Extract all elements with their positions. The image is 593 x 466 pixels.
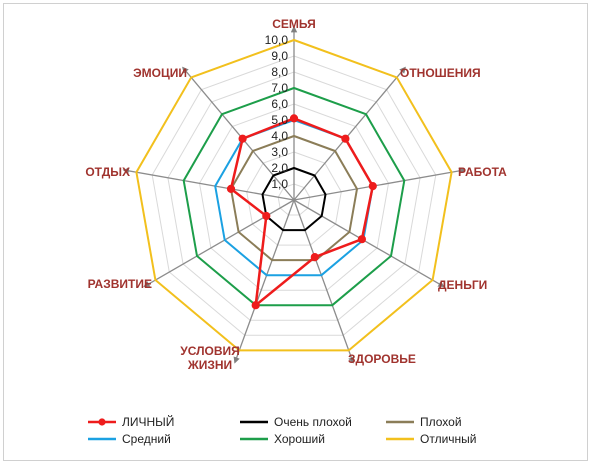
gridline-6	[198, 103, 390, 291]
tick-label-8: 8,0	[271, 65, 288, 79]
gridline-3	[246, 151, 342, 246]
tick-label-2: 2,0	[271, 161, 288, 175]
legend-label-2: Очень плохой	[274, 415, 352, 429]
legend-marker-1	[98, 418, 106, 426]
category-label-3: РАБОТА	[458, 165, 507, 179]
data-point-6	[251, 301, 260, 310]
data-point-2	[341, 134, 350, 143]
data-point-4	[357, 235, 366, 244]
series-line-2	[261, 166, 327, 232]
category-label-8: ОТДЫХ	[85, 165, 130, 179]
legend-label-1: ЛИЧНЫЙ	[122, 414, 174, 429]
data-point-8	[226, 184, 236, 193]
axis-spoke-9	[182, 66, 295, 201]
category-label-4: ДЕНЬГИ	[438, 278, 487, 292]
category-label-5: ЗДОРОВЬЕ	[348, 352, 416, 366]
data-point-1	[289, 114, 299, 123]
series-line-5	[182, 86, 406, 307]
category-label-6: УСЛОВИЯ ЖИЗНИ	[180, 344, 240, 372]
legend-label-4: Средний	[122, 432, 171, 446]
tick-label-6: 6,0	[271, 97, 288, 111]
data-point-9	[238, 134, 247, 143]
tick-label-7: 7,0	[271, 81, 288, 95]
axis-spoke-6	[233, 199, 295, 364]
series-line-6	[135, 38, 453, 352]
axis-spoke-3	[293, 167, 466, 201]
data-point-7	[262, 211, 271, 221]
tick-label-10: 10,0	[265, 33, 289, 47]
series-line-3	[229, 134, 359, 262]
series-line-1	[229, 117, 375, 309]
tick-label-9: 9,0	[271, 49, 288, 63]
category-label-1: СЕМЬЯ	[272, 17, 315, 31]
axis-spoke-8	[122, 167, 295, 201]
tick-label-4: 4,0	[271, 129, 288, 143]
data-point-5	[310, 253, 319, 262]
category-label-7: РАЗВИТИЕ	[88, 277, 152, 291]
tick-label-1: 1,0	[271, 177, 288, 191]
axis-spoke-2	[293, 66, 406, 201]
category-label-2: ОТНОШЕНИЯ	[400, 66, 481, 80]
legend-label-6: Отличный	[420, 432, 476, 446]
gridline-8	[167, 71, 421, 321]
legend-label-3: Плохой	[420, 415, 462, 429]
gridline-9	[151, 55, 437, 336]
axis-spoke-5	[293, 199, 355, 364]
chart-frame	[3, 3, 588, 461]
category-label-9: ЭМОЦИИ	[133, 66, 187, 80]
axis-spoke-4	[293, 199, 445, 288]
tick-label-3: 3,0	[271, 145, 288, 159]
gridline-1	[277, 183, 311, 216]
data-point-3	[368, 182, 377, 191]
legend-label-5: Хороший	[274, 432, 325, 446]
tick-label-5: 5,0	[271, 113, 288, 127]
